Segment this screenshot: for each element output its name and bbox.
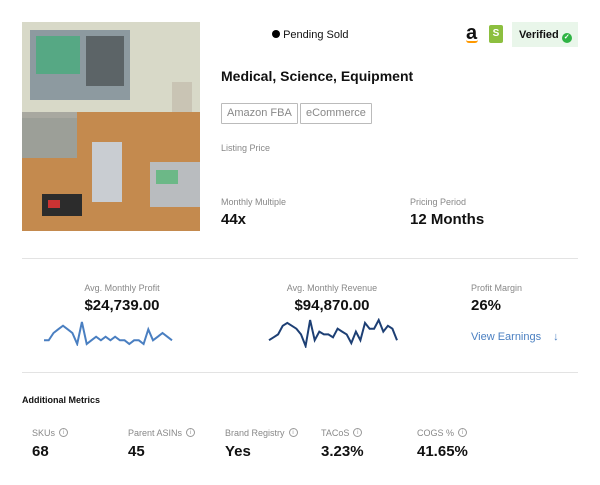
- pricing-period-value: 12 Months: [410, 211, 485, 228]
- divider: [22, 258, 578, 259]
- listing-photo: [22, 22, 200, 231]
- status-dot-icon: [272, 30, 280, 38]
- verified-badge: Verified ✓: [512, 22, 578, 47]
- info-icon[interactable]: i: [458, 428, 468, 437]
- listing-price-label: Listing Price: [221, 143, 271, 153]
- view-earnings-link[interactable]: View Earnings ↓: [471, 331, 559, 343]
- profit-sparkline-line: [44, 321, 173, 346]
- status-label: Pending Sold: [283, 29, 349, 41]
- metric-label-text: Brand Registry: [225, 428, 285, 438]
- margin-value: 26%: [471, 297, 502, 314]
- revenue-value: $94,870.00: [294, 297, 370, 314]
- monthly-multiple-label: Monthly Multiple: [221, 197, 287, 207]
- pricing-period-label: Pricing Period: [410, 197, 467, 207]
- profit-value: $24,739.00: [84, 297, 160, 314]
- metric-label-text: TACoS: [321, 428, 350, 438]
- info-icon[interactable]: i: [186, 428, 196, 437]
- tag-amazon-fba: Amazon FBA: [221, 103, 298, 124]
- arrow-down-icon: ↓: [553, 331, 559, 343]
- monthly-multiple-value: 44x: [221, 211, 247, 228]
- shopify-icon: S: [489, 25, 503, 43]
- profit-label: Avg. Monthly Profit: [84, 283, 160, 293]
- revenue-sparkline-line: [268, 318, 398, 348]
- metric-value: 41.65%: [417, 443, 468, 460]
- metric-label: SKUs i: [32, 428, 69, 438]
- amazon-icon: a: [466, 22, 478, 44]
- tag-ecommerce: eCommerce: [300, 103, 372, 124]
- check-circle-icon: ✓: [561, 33, 572, 43]
- metric-label: Brand Registry i: [225, 428, 298, 438]
- verified-label: Verified: [519, 29, 559, 41]
- metric-label-text: SKUs: [32, 428, 56, 438]
- metric-label: COGS % i: [417, 428, 468, 438]
- metric-label-text: COGS %: [417, 428, 455, 438]
- revenue-label: Avg. Monthly Revenue: [286, 283, 378, 293]
- margin-label: Profit Margin: [471, 283, 523, 293]
- metric-label: Parent ASINs i: [128, 428, 196, 438]
- listing-title: Medical, Science, Equipment: [221, 68, 414, 84]
- metric-label: TACoS i: [321, 428, 363, 438]
- metric-label-text: Parent ASINs: [128, 428, 183, 438]
- info-icon[interactable]: i: [59, 428, 69, 437]
- metric-value: 3.23%: [321, 443, 364, 460]
- metric-value: 45: [128, 443, 145, 460]
- info-icon[interactable]: i: [353, 428, 363, 437]
- divider: [22, 372, 578, 373]
- info-icon[interactable]: i: [288, 428, 298, 437]
- view-earnings-label: View Earnings: [471, 331, 542, 343]
- status-indicator: Pending Sold: [272, 29, 349, 41]
- metric-value: 68: [32, 443, 49, 460]
- profit-sparkline: [44, 321, 173, 346]
- additional-metrics-title: Additional Metrics: [22, 395, 101, 405]
- revenue-sparkline: [268, 318, 398, 348]
- metric-value: Yes: [225, 443, 251, 460]
